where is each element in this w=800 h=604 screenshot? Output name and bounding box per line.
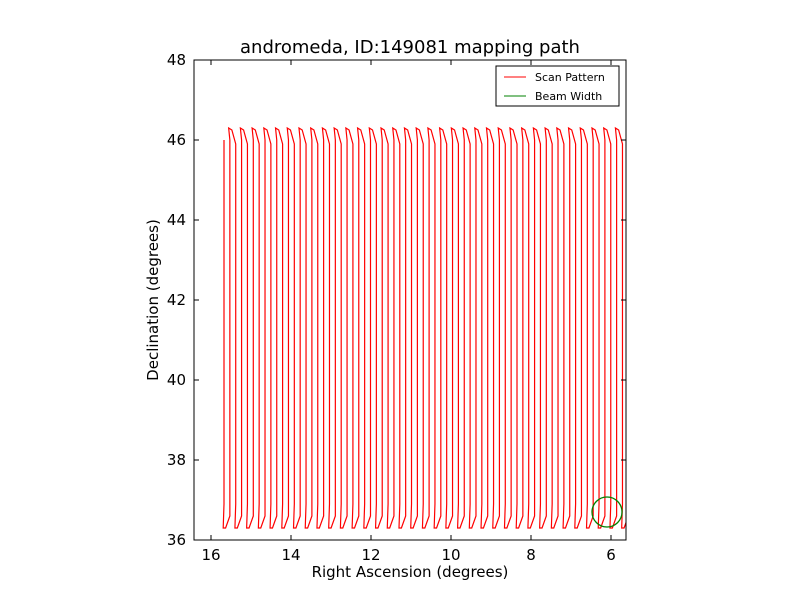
x-axis-label: Right Ascension (degrees) [312,563,509,581]
y-tick-label: 46 [167,131,186,149]
chart-title: andromeda, ID:149081 mapping path [240,37,580,58]
x-tick-label: 6 [606,546,616,564]
y-tick-label: 44 [167,211,186,229]
legend-label-beam-width: Beam Width [535,90,602,103]
legend: Scan Pattern Beam Width [495,65,620,107]
legend-label-scan-pattern: Scan Pattern [535,71,605,84]
x-tick-label: 12 [361,546,380,564]
y-tick-label: 48 [167,51,186,69]
y-axis-label: Declination (degrees) [144,219,162,381]
y-tick-label: 38 [167,451,186,469]
x-tick-label: 8 [526,546,536,564]
x-tick-label: 10 [441,546,460,564]
x-tick-label: 16 [201,546,220,564]
legend-box [495,65,620,107]
y-tick-label: 42 [167,291,186,309]
scan-pattern-line [222,126,626,529]
y-tick-label: 40 [167,371,186,389]
y-tick-label: 36 [167,531,186,549]
beam-width-circle [591,496,623,528]
x-tick-label: 14 [281,546,300,564]
